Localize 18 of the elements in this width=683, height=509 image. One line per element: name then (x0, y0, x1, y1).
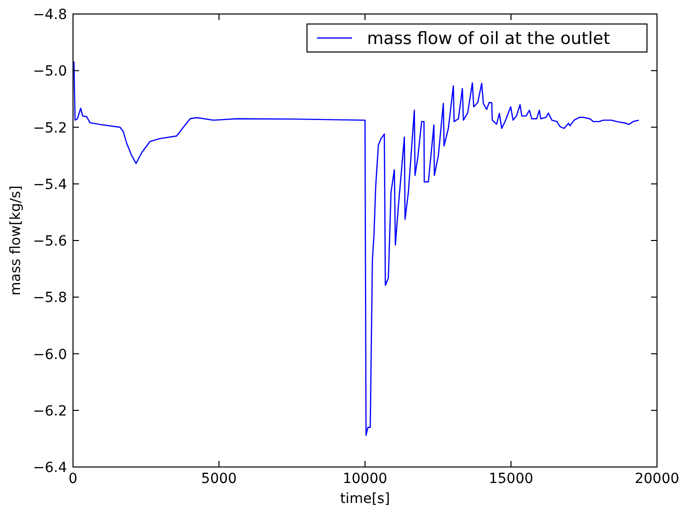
y-tick-label: −4.8 (33, 7, 67, 23)
x-tick-label: 20000 (634, 471, 680, 487)
x-tick-label: 10000 (342, 471, 388, 487)
x-axis-title: time[s] (340, 491, 390, 507)
y-tick-label: −6.4 (33, 460, 68, 476)
y-tick-label: −5.0 (33, 64, 67, 80)
y-axis-title: mass flow[kg/s] (8, 185, 24, 296)
x-tick-label: 0 (68, 471, 78, 487)
y-tick-label: −6.0 (33, 346, 67, 363)
legend-label: mass flow of oil at the outlet (367, 29, 610, 49)
y-tick-label: −5.2 (33, 120, 67, 136)
y-tick-label: −6.2 (33, 403, 67, 420)
y-tick-label: −5.8 (33, 290, 67, 306)
line-series (72, 62, 640, 436)
y-tick-label: −5.4 (33, 176, 68, 193)
x-tick-label: 5000 (201, 471, 237, 487)
x-tick-label: 15000 (488, 471, 534, 487)
y-tick-label: −5.6 (33, 234, 68, 250)
